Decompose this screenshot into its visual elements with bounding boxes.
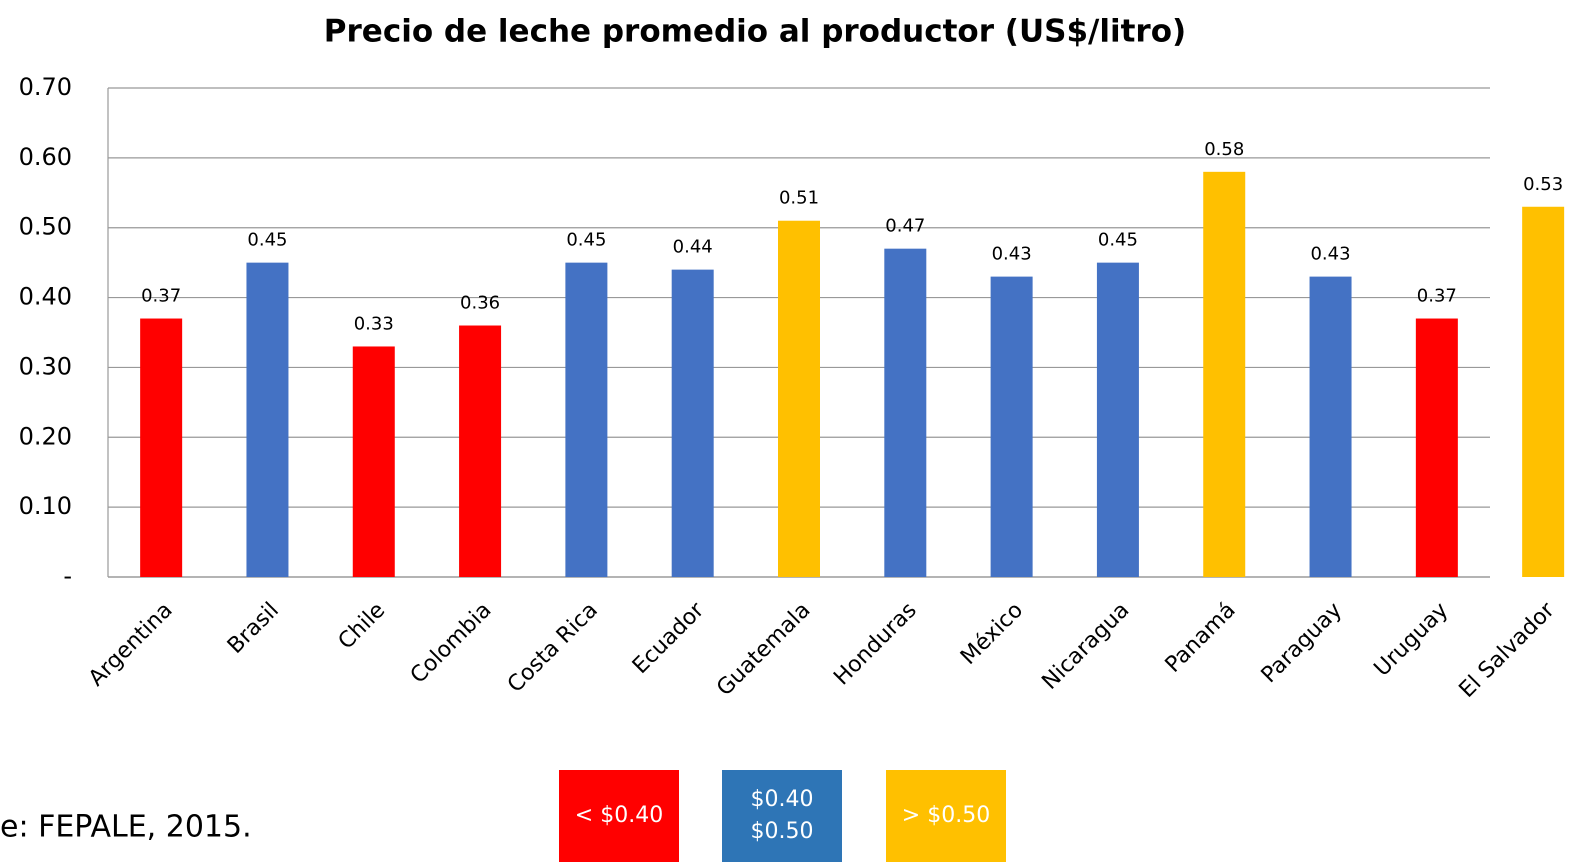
bar: [459, 325, 502, 577]
x-tick-label: Uruguay: [1370, 598, 1454, 682]
x-tick-label: Chile: [334, 598, 391, 655]
chart-title: Precio de leche promedio al productor (U…: [324, 14, 1186, 50]
value-label: 0.45: [247, 230, 287, 251]
legend-label: $0.50: [751, 819, 814, 844]
source-note: e: FEPALE, 2015.: [0, 810, 252, 845]
legend-item: $0.40 $0.50: [722, 770, 842, 862]
y-tick-label: 0.40: [19, 283, 72, 311]
legend-label: < $0.40: [575, 803, 663, 828]
x-tick-label: Panamá: [1161, 598, 1241, 678]
bar: [1309, 276, 1352, 577]
x-tick-label: Honduras: [829, 598, 922, 691]
legend-swatch: [559, 770, 679, 862]
y-tick-label: -: [63, 562, 72, 590]
bar: [246, 262, 289, 577]
legend-swatch: [722, 770, 842, 862]
x-tick-label: Colombia: [406, 598, 497, 689]
value-label: 0.37: [141, 286, 181, 307]
value-label: 0.43: [992, 244, 1032, 265]
x-tick-label: Argentina: [84, 598, 178, 692]
legend-swatch: [886, 770, 1006, 862]
y-tick-label: 0.50: [19, 213, 72, 241]
value-label: 0.36: [460, 293, 500, 314]
bar: [352, 346, 395, 577]
y-tick-label: 0.30: [19, 352, 72, 380]
value-label: 0.53: [1523, 174, 1563, 195]
bar: [1096, 262, 1139, 577]
bar: [884, 248, 927, 577]
x-tick-label: Brasil: [223, 598, 284, 659]
legend-item: > $0.50: [886, 770, 1006, 862]
x-tick-label: México: [956, 598, 1028, 670]
value-label: 0.47: [885, 216, 925, 237]
bar: [565, 262, 608, 577]
bar: [140, 318, 183, 577]
legend-item: < $0.40: [559, 770, 679, 862]
bar: [1415, 318, 1458, 577]
value-label: 0.51: [779, 188, 819, 209]
x-tick-label: El Salvador: [1455, 597, 1561, 703]
legend-label: $0.40: [751, 787, 814, 812]
y-tick-label: 0.10: [19, 492, 72, 520]
x-tick-label: Ecuador: [628, 597, 710, 679]
bar: [990, 276, 1033, 577]
value-label: 0.37: [1417, 286, 1457, 307]
bar: [671, 269, 714, 577]
value-label: 0.43: [1310, 244, 1350, 265]
y-tick-label: 0.60: [19, 143, 72, 171]
value-label: 0.58: [1204, 139, 1244, 160]
x-tick-label: Guatemala: [712, 598, 815, 701]
x-tick-label: Paraguay: [1257, 598, 1347, 688]
value-label: 0.33: [354, 313, 394, 334]
y-tick-label: 0.20: [19, 422, 72, 450]
bar: [778, 220, 820, 577]
legend-label: > $0.50: [902, 803, 990, 828]
bar: [1522, 206, 1565, 577]
x-tick-label: Nicaragua: [1037, 598, 1134, 695]
y-tick-label: 0.70: [19, 73, 72, 101]
x-tick-label: Costa Rica: [503, 598, 603, 698]
value-label: 0.45: [1098, 230, 1138, 251]
bar: [1203, 171, 1246, 578]
value-label: 0.45: [566, 230, 606, 251]
value-label: 0.44: [673, 237, 713, 258]
